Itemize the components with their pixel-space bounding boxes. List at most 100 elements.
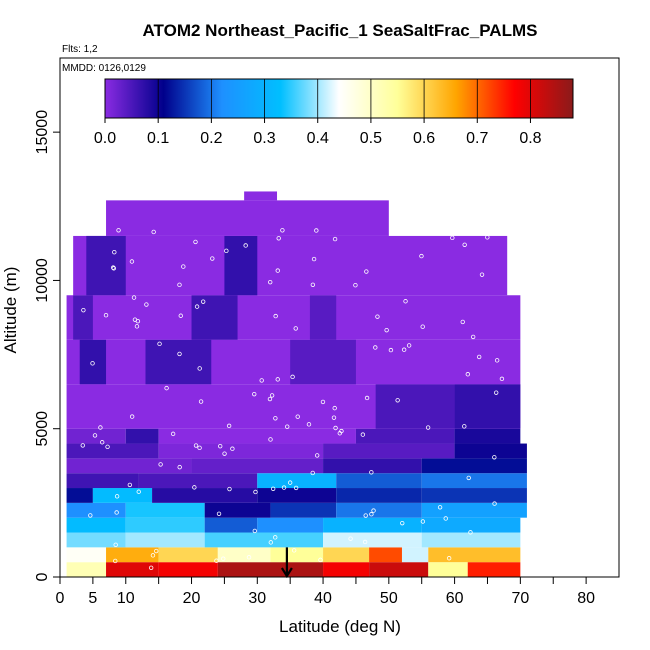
sample-point	[485, 235, 490, 240]
heatmap-cell	[66, 458, 192, 474]
heatmap-cell	[106, 562, 159, 577]
sample-point	[425, 425, 431, 430]
sample-point	[99, 440, 105, 445]
dates-label: MMDD: 0126,0129	[62, 63, 146, 74]
sample-point	[103, 312, 109, 318]
sample-point	[401, 347, 407, 352]
x-tick-label: 30	[248, 590, 266, 607]
sample-point	[114, 494, 120, 499]
heatmap-cell	[191, 295, 238, 340]
sample-point	[80, 443, 85, 448]
sample-point	[332, 405, 337, 411]
heatmap-cell	[336, 473, 422, 489]
heatmap-cell	[323, 562, 370, 577]
heatmap-cell	[73, 235, 508, 296]
chart-title: ATOM2 Northeast_Pacific_1 SeaSaltFrac_PA…	[143, 21, 538, 40]
sample-point	[420, 519, 426, 524]
colorbar-tick-label: 0.5	[360, 130, 382, 147]
sample-point	[362, 539, 368, 545]
sample-point	[192, 485, 197, 490]
heatmap-cell	[158, 562, 218, 577]
sample-point	[268, 540, 274, 545]
heatmap-cell	[158, 443, 324, 459]
colorbar-tick-label: 0.0	[94, 130, 116, 147]
sample-point	[466, 475, 471, 481]
sample-point	[462, 424, 467, 429]
x-tick-label: 10	[117, 590, 135, 607]
sample-point	[293, 326, 298, 331]
sample-point	[116, 228, 121, 233]
heatmap-cell	[66, 428, 126, 444]
x-tick-label: 0	[56, 590, 65, 607]
sample-point	[135, 318, 141, 324]
x-tick-label: 20	[183, 590, 201, 607]
sample-point	[253, 489, 258, 495]
colorbar-tick-label: 0.1	[147, 130, 169, 147]
heatmap-cell	[66, 443, 159, 459]
sample-point	[371, 508, 376, 513]
sample-point	[113, 558, 118, 564]
sample-point	[384, 327, 389, 333]
x-tick-label: 50	[380, 590, 398, 607]
sample-point	[419, 253, 424, 259]
sample-point	[373, 345, 378, 350]
heatmap-cell	[323, 443, 455, 459]
x-tick-label: 70	[511, 590, 529, 607]
heatmap-cell	[355, 428, 455, 444]
sample-point	[134, 324, 140, 329]
sample-point	[280, 228, 285, 233]
heatmap-cell	[375, 384, 455, 429]
sample-point	[194, 304, 200, 309]
heatmap-cell	[106, 547, 159, 563]
sample-point	[318, 557, 323, 563]
sample-point	[105, 444, 110, 450]
heatmap-cell	[66, 562, 107, 577]
heatmap-cell	[66, 473, 139, 489]
sample-point	[403, 299, 408, 304]
heatmap-cell	[323, 532, 422, 548]
heatmap-cell	[125, 517, 205, 533]
heatmap-cell	[454, 428, 521, 444]
sample-point	[420, 324, 425, 329]
sample-point	[369, 470, 374, 475]
sample-point	[400, 520, 405, 526]
sample-point	[310, 470, 315, 476]
sample-point	[136, 489, 141, 494]
sample-point	[151, 229, 156, 235]
sample-point	[268, 437, 273, 442]
x-tick-label: 5	[88, 590, 97, 607]
heatmap-cell	[66, 502, 126, 518]
sample-point	[276, 236, 281, 241]
sample-point	[269, 393, 275, 398]
x-axis-label: Latitude (deg N)	[279, 617, 401, 636]
sample-point	[129, 414, 135, 419]
sample-point	[437, 505, 443, 510]
sample-point	[311, 256, 317, 262]
y-axis-label: Altitude (m)	[1, 267, 20, 354]
heatmap-cell	[66, 488, 93, 503]
sample-point	[88, 513, 93, 518]
sample-point	[450, 235, 455, 241]
sample-point	[177, 464, 182, 470]
sample-point	[375, 314, 380, 319]
heatmap-cell	[421, 488, 527, 503]
sample-point	[177, 282, 182, 288]
sample-point	[197, 445, 202, 451]
y-tick-label: 15000	[34, 110, 51, 155]
sample-point	[406, 343, 412, 348]
heatmap-cell	[270, 547, 324, 563]
heatmap-cell	[125, 502, 205, 518]
heatmap-cell	[79, 339, 107, 385]
sample-point	[243, 243, 248, 248]
sample-point	[273, 416, 278, 421]
y-tick-label: 0	[34, 572, 51, 581]
sample-point	[348, 536, 353, 541]
sample-point	[388, 347, 394, 353]
arrow-marker	[280, 547, 293, 579]
sample-point	[460, 319, 465, 325]
heatmap-cell	[323, 547, 370, 563]
sample-point	[285, 424, 290, 429]
heatmap-cell	[369, 562, 429, 577]
sample-point	[230, 446, 235, 451]
